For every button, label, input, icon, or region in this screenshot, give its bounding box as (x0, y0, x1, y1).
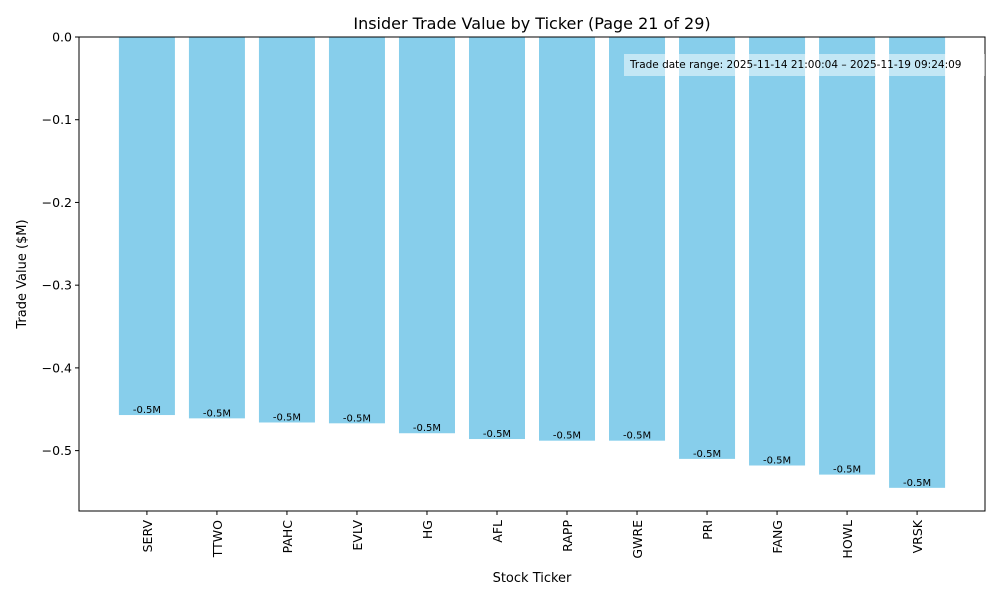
bar-HG (398, 37, 455, 434)
x-tick-label-RAPP: RAPP (560, 520, 575, 552)
y-tick-label: −0.3 (42, 278, 72, 293)
x-tick-label-EVLV: EVLV (350, 520, 365, 551)
x-tick-label-PAHC: PAHC (280, 520, 295, 554)
bar-RAPP (539, 37, 596, 441)
y-tick-label: −0.4 (42, 360, 72, 375)
data-label-AFL: -0.5M (483, 429, 511, 440)
y-axis-label: Trade Value ($M) (15, 219, 30, 329)
bar-GWRE (609, 37, 666, 441)
x-tick-label-TTWO: TTWO (210, 520, 225, 558)
x-tick-label-HG: HG (420, 520, 435, 539)
y-tick-label: −0.1 (42, 112, 72, 127)
plot-frame (78, 36, 986, 512)
y-tick-label: −0.5 (42, 443, 72, 458)
x-tick-label-GWRE: GWRE (630, 520, 645, 559)
bar-HOWL (819, 37, 876, 475)
x-tick-label-SERV: SERV (140, 520, 155, 553)
data-label-HOWL: -0.5M (833, 465, 861, 476)
x-tick-label-HOWL: HOWL (840, 520, 855, 559)
x-tick-label-AFL: AFL (490, 520, 505, 543)
data-label-RAPP: -0.5M (553, 431, 581, 442)
data-label-HG: -0.5M (413, 423, 441, 434)
bar-EVLV (328, 37, 385, 424)
data-label-VRSK: -0.5M (903, 478, 931, 489)
data-label-FANG: -0.5M (763, 456, 791, 467)
bar-FANG (749, 37, 806, 466)
data-label-EVLV: -0.5M (343, 413, 371, 424)
y-tick-label: −0.2 (42, 195, 72, 210)
bar-SERV (118, 37, 175, 416)
x-axis-label: Stock Ticker (493, 571, 572, 586)
data-label-PAHC: -0.5M (273, 412, 301, 423)
data-label-TTWO: -0.5M (203, 408, 231, 419)
bar-PRI (679, 37, 736, 459)
x-tick-label-PRI: PRI (700, 520, 715, 540)
chart-title: Insider Trade Value by Ticker (Page 21 o… (353, 14, 710, 33)
annotation-box (624, 54, 985, 76)
bar-PAHC (258, 37, 315, 423)
data-label-PRI: -0.5M (693, 449, 721, 460)
y-tick-label: 0.0 (52, 30, 72, 45)
x-tick-label-FANG: FANG (770, 520, 785, 554)
data-label-GWRE: -0.5M (623, 431, 651, 442)
data-label-SERV: -0.5M (133, 405, 161, 416)
date-range-annotation: Trade date range: 2025-11-14 21:00:04 – … (629, 59, 961, 71)
bar-TTWO (188, 37, 245, 419)
bar-VRSK (889, 37, 946, 488)
x-tick-label-VRSK: VRSK (910, 519, 925, 553)
bar-AFL (468, 37, 525, 440)
